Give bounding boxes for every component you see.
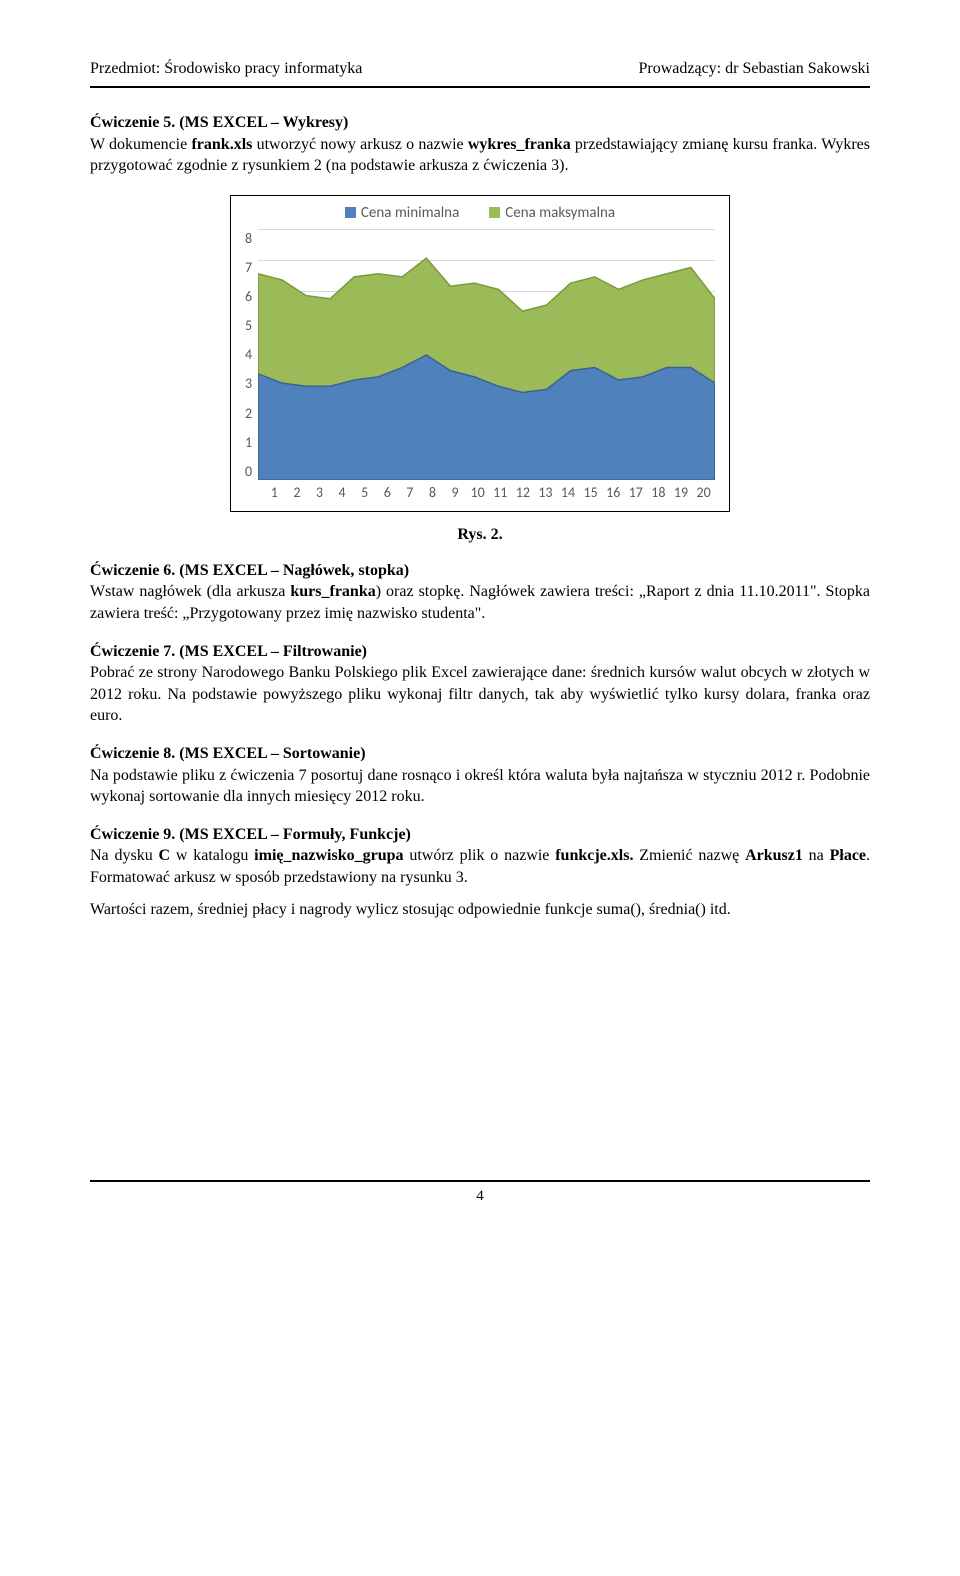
x-tick-label: 3 <box>308 484 331 501</box>
ex6-text-0: Wstaw nagłówek (dla arkusza <box>90 583 290 600</box>
y-tick-label: 5 <box>245 317 252 334</box>
legend-item-max: Cena maksymalna <box>489 204 615 222</box>
y-tick-label: 8 <box>245 230 252 247</box>
exercise-8-body: Na podstawie pliku z ćwiczenia 7 posortu… <box>90 767 870 806</box>
ex9-t4: utwórz plik o nazwie <box>404 847 556 864</box>
ex6-text-1: kurs_franka <box>290 583 375 600</box>
x-tick-label: 4 <box>331 484 354 501</box>
x-tick-label: 18 <box>647 484 670 501</box>
chart-container: Cena minimalna Cena maksymalna 876543210… <box>230 195 730 512</box>
x-axis: 1234567891011121314151617181920 <box>263 484 715 501</box>
legend-swatch-max <box>489 207 500 218</box>
exercise-5-title: Ćwiczenie 5. (MS EXCEL – Wykresy) <box>90 114 348 131</box>
ex9-t1: C <box>159 847 171 864</box>
x-tick-label: 6 <box>376 484 399 501</box>
x-tick-label: 16 <box>602 484 625 501</box>
x-tick-label: 5 <box>353 484 376 501</box>
exercise-9-title: Ćwiczenie 9. (MS EXCEL – Formuły, Funkcj… <box>90 826 411 843</box>
exercise-9-body2: Wartości razem, średniej płacy i nagrody… <box>90 899 870 921</box>
x-tick-label: 19 <box>670 484 693 501</box>
exercise-8-para: Ćwiczenie 8. (MS EXCEL – Sortowanie) Na … <box>90 743 870 808</box>
x-tick-label: 20 <box>692 484 715 501</box>
ex9-t7: Arkusz1 <box>745 847 803 864</box>
legend-swatch-min <box>345 207 356 218</box>
x-tick-label: 2 <box>286 484 309 501</box>
exercise-8: Ćwiczenie 8. (MS EXCEL – Sortowanie) Na … <box>90 743 870 808</box>
ex5-text-2: utworzyć nowy arkusz o nazwie <box>252 136 468 153</box>
x-tick-label: 17 <box>625 484 648 501</box>
ex9-t3: imię_nazwisko_grupa <box>254 847 403 864</box>
page-content: Przedmiot: Środowisko pracy informatyka … <box>0 0 960 1245</box>
figure-caption: Rys. 2. <box>90 526 870 544</box>
ex9-t8: na <box>803 847 830 864</box>
exercise-5: Ćwiczenie 5. (MS EXCEL – Wykresy) W doku… <box>90 112 870 177</box>
y-tick-label: 1 <box>245 434 252 451</box>
ex5-text-3: wykres_franka <box>468 136 571 153</box>
ex5-text-1: frank.xls <box>191 136 252 153</box>
y-axis: 8 7 6 5 4 3 2 1 0 <box>245 230 258 480</box>
ex9-t6: Zmienić nazwę <box>633 847 745 864</box>
whitespace <box>90 936 870 1156</box>
ex9-t5: funkcje.xls. <box>555 847 633 864</box>
x-tick-label: 1 <box>263 484 286 501</box>
x-tick-label: 8 <box>421 484 444 501</box>
y-tick-label: 4 <box>245 346 252 363</box>
header-lecturer: Prowadzący: dr Sebastian Sakowski <box>638 60 870 78</box>
exercise-6-title: Ćwiczenie 6. (MS EXCEL – Nagłówek, stopk… <box>90 562 409 579</box>
chart-area: 8 7 6 5 4 3 2 1 0 <box>245 230 715 480</box>
exercise-9-para: Ćwiczenie 9. (MS EXCEL – Formuły, Funkcj… <box>90 824 870 889</box>
ex5-text-0: W dokumencie <box>90 136 191 153</box>
area-chart-svg <box>258 230 715 480</box>
exercise-6: Ćwiczenie 6. (MS EXCEL – Nagłówek, stopk… <box>90 560 870 625</box>
exercise-5-para: Ćwiczenie 5. (MS EXCEL – Wykresy) W doku… <box>90 112 870 177</box>
x-tick-label: 7 <box>399 484 422 501</box>
ex9-t9: Płace <box>830 847 866 864</box>
header-subject: Przedmiot: Środowisko pracy informatyka <box>90 60 362 78</box>
y-tick-label: 2 <box>245 405 252 422</box>
footer-rule <box>90 1180 870 1182</box>
x-tick-label: 15 <box>579 484 602 501</box>
x-tick-label: 14 <box>557 484 580 501</box>
x-tick-label: 13 <box>534 484 557 501</box>
exercise-8-title: Ćwiczenie 8. (MS EXCEL – Sortowanie) <box>90 745 366 762</box>
x-tick-label: 12 <box>512 484 535 501</box>
legend-item-min: Cena minimalna <box>345 204 459 222</box>
exercise-7-title: Ćwiczenie 7. (MS EXCEL – Filtrowanie) <box>90 643 367 660</box>
x-tick-label: 10 <box>466 484 489 501</box>
exercise-7-para: Ćwiczenie 7. (MS EXCEL – Filtrowanie) Po… <box>90 641 870 727</box>
exercise-9: Ćwiczenie 9. (MS EXCEL – Formuły, Funkcj… <box>90 824 870 920</box>
chart-border: Cena minimalna Cena maksymalna 876543210… <box>230 195 730 512</box>
exercise-7-body: Pobrać ze strony Narodowego Banku Polski… <box>90 664 870 724</box>
ex9-t0: Na dysku <box>90 847 159 864</box>
plot-box <box>258 230 715 480</box>
page-number: 4 <box>90 1188 870 1205</box>
ex9-t2: w katalogu <box>170 847 254 864</box>
y-tick-label: 7 <box>245 259 252 276</box>
x-tick-label: 11 <box>489 484 512 501</box>
legend-label-max: Cena maksymalna <box>505 204 615 222</box>
y-tick-label: 6 <box>245 288 252 305</box>
exercise-7: Ćwiczenie 7. (MS EXCEL – Filtrowanie) Po… <box>90 641 870 727</box>
y-tick-label: 3 <box>245 375 252 392</box>
chart-legend: Cena minimalna Cena maksymalna <box>245 204 715 222</box>
header-rule <box>90 86 870 88</box>
y-tick-label: 0 <box>245 463 252 480</box>
x-tick-label: 9 <box>444 484 467 501</box>
page-header: Przedmiot: Środowisko pracy informatyka … <box>90 60 870 78</box>
legend-label-min: Cena minimalna <box>361 204 459 222</box>
exercise-6-para: Ćwiczenie 6. (MS EXCEL – Nagłówek, stopk… <box>90 560 870 625</box>
